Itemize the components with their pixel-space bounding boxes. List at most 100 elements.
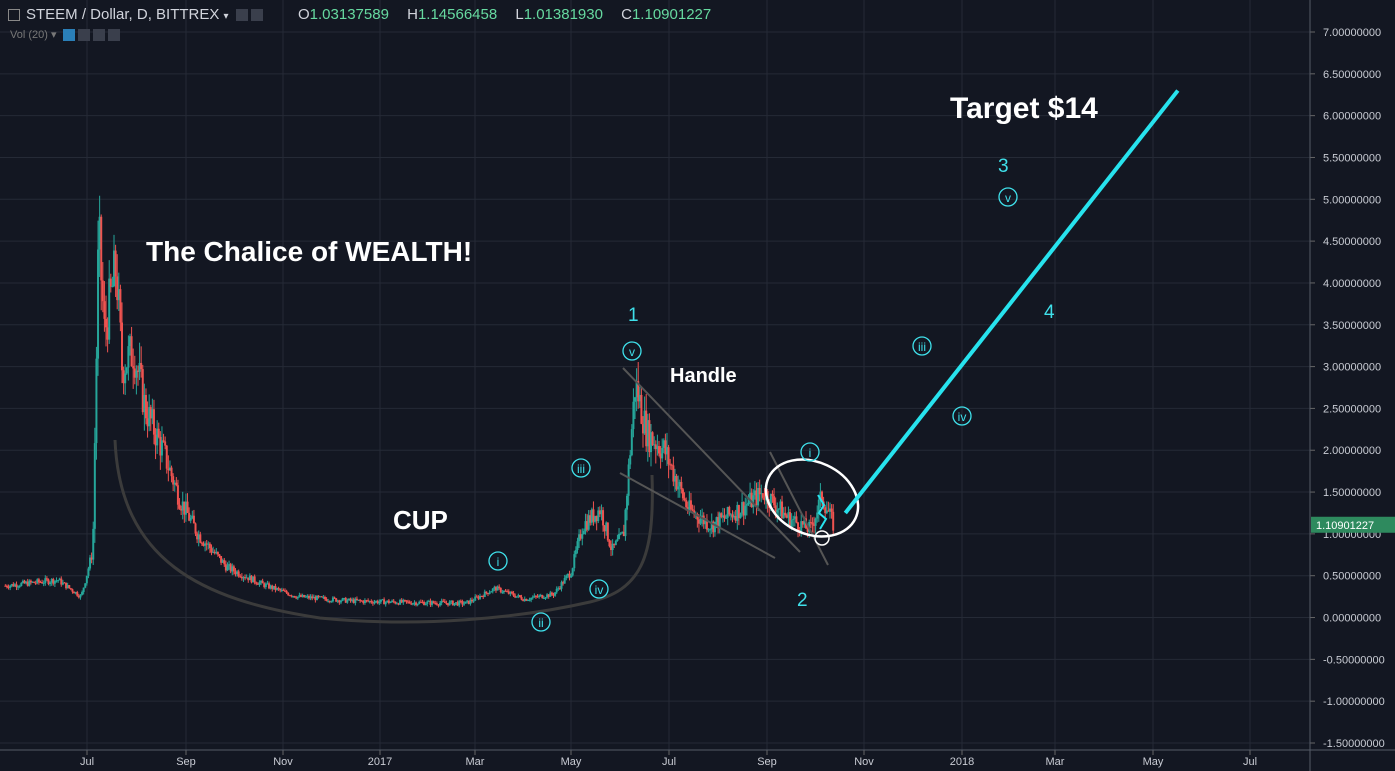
candle-body <box>504 590 507 592</box>
candle-body <box>194 523 197 534</box>
candle-body <box>445 602 448 604</box>
candle-body <box>729 514 732 516</box>
candle-body <box>71 589 74 592</box>
candle-body <box>196 533 199 540</box>
candle-body <box>817 499 820 513</box>
candle-body <box>311 596 314 599</box>
x-tick-label: May <box>561 756 582 768</box>
chevron-down-icon[interactable]: ▾ <box>50 29 57 41</box>
candle-body <box>84 583 87 588</box>
candle-body <box>424 603 427 606</box>
candle-body <box>363 600 366 604</box>
candle-body <box>742 502 745 516</box>
candle-body <box>245 577 248 579</box>
symbol-title[interactable]: STEEM / Dollar, D, BITTREX ▾ <box>8 6 263 23</box>
candle-body <box>284 590 287 592</box>
candle-body <box>784 512 787 516</box>
x-tick-label: Jul <box>80 756 94 768</box>
candle-body <box>325 598 328 602</box>
last-price-label: 1.10901227 <box>1316 520 1374 532</box>
candle-body <box>176 485 179 505</box>
candle-body <box>792 518 795 521</box>
candle-body <box>282 589 285 591</box>
candle-body <box>605 522 608 532</box>
candle-body <box>491 588 494 592</box>
candle-body <box>266 583 269 585</box>
candle-body <box>530 597 533 600</box>
candle-body <box>590 509 593 523</box>
candle-body <box>733 515 736 518</box>
chevron-down-icon[interactable]: ▾ <box>223 11 229 22</box>
cup-label: CUP <box>393 505 448 535</box>
candle-body <box>288 595 291 597</box>
candle-body <box>509 591 512 594</box>
candle-body <box>781 501 784 519</box>
candle-body <box>789 512 792 528</box>
candle-body <box>360 600 363 602</box>
settings-icon[interactable] <box>77 29 90 42</box>
y-tick-label: 5.50000000 <box>1323 152 1381 164</box>
wave-2-label: 2 <box>797 590 808 611</box>
volume-indicator[interactable]: Vol (20) ▾ <box>10 28 120 42</box>
candle-body <box>82 587 85 593</box>
candle-body <box>312 596 315 599</box>
candle-body <box>550 592 553 595</box>
candle-body <box>426 601 429 604</box>
candle-body <box>162 440 165 442</box>
candle-body <box>183 501 186 515</box>
candle-body <box>371 602 374 604</box>
candle-body <box>597 510 600 522</box>
candle-body <box>640 394 643 424</box>
candle-body <box>512 593 515 596</box>
candle-body <box>244 577 247 579</box>
candle-body <box>587 515 590 530</box>
candle-body <box>261 580 264 584</box>
candle-body <box>494 587 497 591</box>
candle-body <box>621 531 624 534</box>
candle-body <box>665 447 668 455</box>
eye-icon[interactable] <box>62 29 75 42</box>
candle-body <box>226 565 229 571</box>
candle-body <box>750 492 753 508</box>
candle-body <box>627 464 630 496</box>
candle-body <box>442 600 445 602</box>
candle-body <box>255 582 258 584</box>
candle-body <box>322 596 325 598</box>
y-tick-label: -1.00000000 <box>1323 696 1385 708</box>
candle-body <box>63 582 66 584</box>
close-icon[interactable] <box>107 29 120 42</box>
candle-body <box>101 280 104 302</box>
candle-body <box>824 507 827 514</box>
y-tick-label: 4.00000000 <box>1323 278 1381 290</box>
candle-body <box>231 566 234 572</box>
candle-body <box>307 595 310 599</box>
candle-body <box>747 502 750 505</box>
candle-body <box>761 493 764 498</box>
candle-body <box>464 601 467 604</box>
candle-body <box>477 596 480 599</box>
candle-body <box>17 586 20 588</box>
candle-body <box>111 286 114 288</box>
candle-body <box>483 591 486 597</box>
menu-icon[interactable] <box>8 9 20 22</box>
candle-body <box>463 603 466 605</box>
candle-body <box>347 598 350 601</box>
candle-body <box>673 475 676 482</box>
candle-body <box>77 595 80 598</box>
candle-body <box>629 455 632 465</box>
add-icon[interactable] <box>92 29 105 42</box>
candle-body <box>683 498 686 501</box>
candle-body <box>109 278 112 287</box>
settings-icon[interactable] <box>235 9 248 22</box>
candle-body <box>317 595 320 597</box>
candle-body <box>389 602 392 604</box>
candle-body <box>79 594 82 598</box>
candle-body <box>328 600 331 602</box>
candle-body <box>828 508 831 512</box>
candle-body <box>144 394 147 419</box>
hide-icon[interactable] <box>250 9 263 22</box>
candle-body <box>49 582 52 585</box>
candle-body <box>544 597 547 599</box>
candle-body <box>248 575 251 581</box>
